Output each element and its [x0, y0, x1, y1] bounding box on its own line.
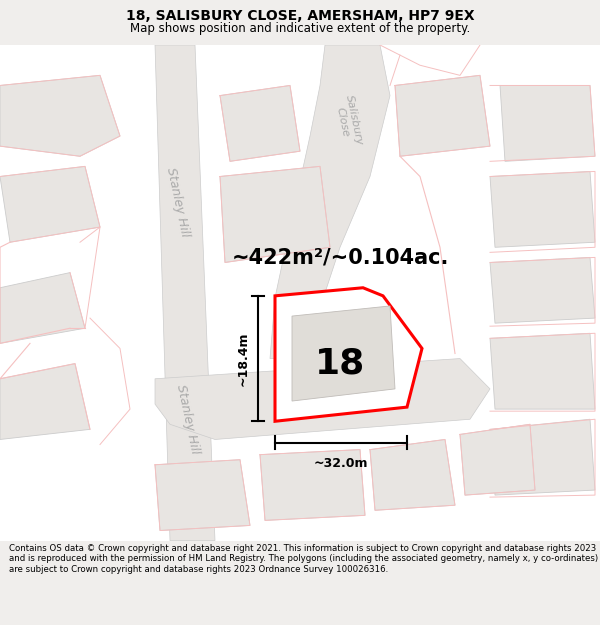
Polygon shape [0, 76, 120, 156]
Polygon shape [155, 460, 250, 531]
Polygon shape [490, 171, 595, 248]
Text: Salisbury
Close: Salisbury Close [332, 94, 364, 148]
Polygon shape [220, 86, 300, 161]
Polygon shape [490, 419, 595, 495]
Text: Stanley Hill: Stanley Hill [164, 166, 192, 238]
Polygon shape [260, 449, 365, 521]
Text: 18, SALISBURY CLOSE, AMERSHAM, HP7 9EX: 18, SALISBURY CLOSE, AMERSHAM, HP7 9EX [125, 9, 475, 23]
Polygon shape [0, 166, 100, 242]
Polygon shape [500, 86, 595, 161]
Polygon shape [460, 424, 535, 495]
Polygon shape [220, 166, 330, 262]
Polygon shape [0, 364, 90, 439]
Text: Contains OS data © Crown copyright and database right 2021. This information is : Contains OS data © Crown copyright and d… [9, 544, 598, 574]
Text: ~18.4m: ~18.4m [237, 331, 250, 386]
Polygon shape [292, 306, 395, 401]
Polygon shape [370, 439, 455, 510]
Text: 18: 18 [315, 347, 365, 381]
Polygon shape [395, 76, 490, 156]
Polygon shape [155, 359, 490, 439]
Text: ~32.0m: ~32.0m [314, 457, 368, 469]
Polygon shape [270, 45, 390, 359]
Polygon shape [275, 288, 422, 421]
Text: Map shows position and indicative extent of the property.: Map shows position and indicative extent… [130, 22, 470, 35]
Polygon shape [155, 45, 215, 541]
Polygon shape [490, 333, 595, 409]
Text: ~422m²/~0.104ac.: ~422m²/~0.104ac. [232, 248, 449, 268]
Polygon shape [490, 258, 595, 323]
Polygon shape [0, 272, 85, 343]
Text: Salisbury Close: Salisbury Close [284, 391, 376, 411]
Text: Stanley Hill: Stanley Hill [174, 383, 202, 455]
FancyBboxPatch shape [0, 45, 600, 541]
